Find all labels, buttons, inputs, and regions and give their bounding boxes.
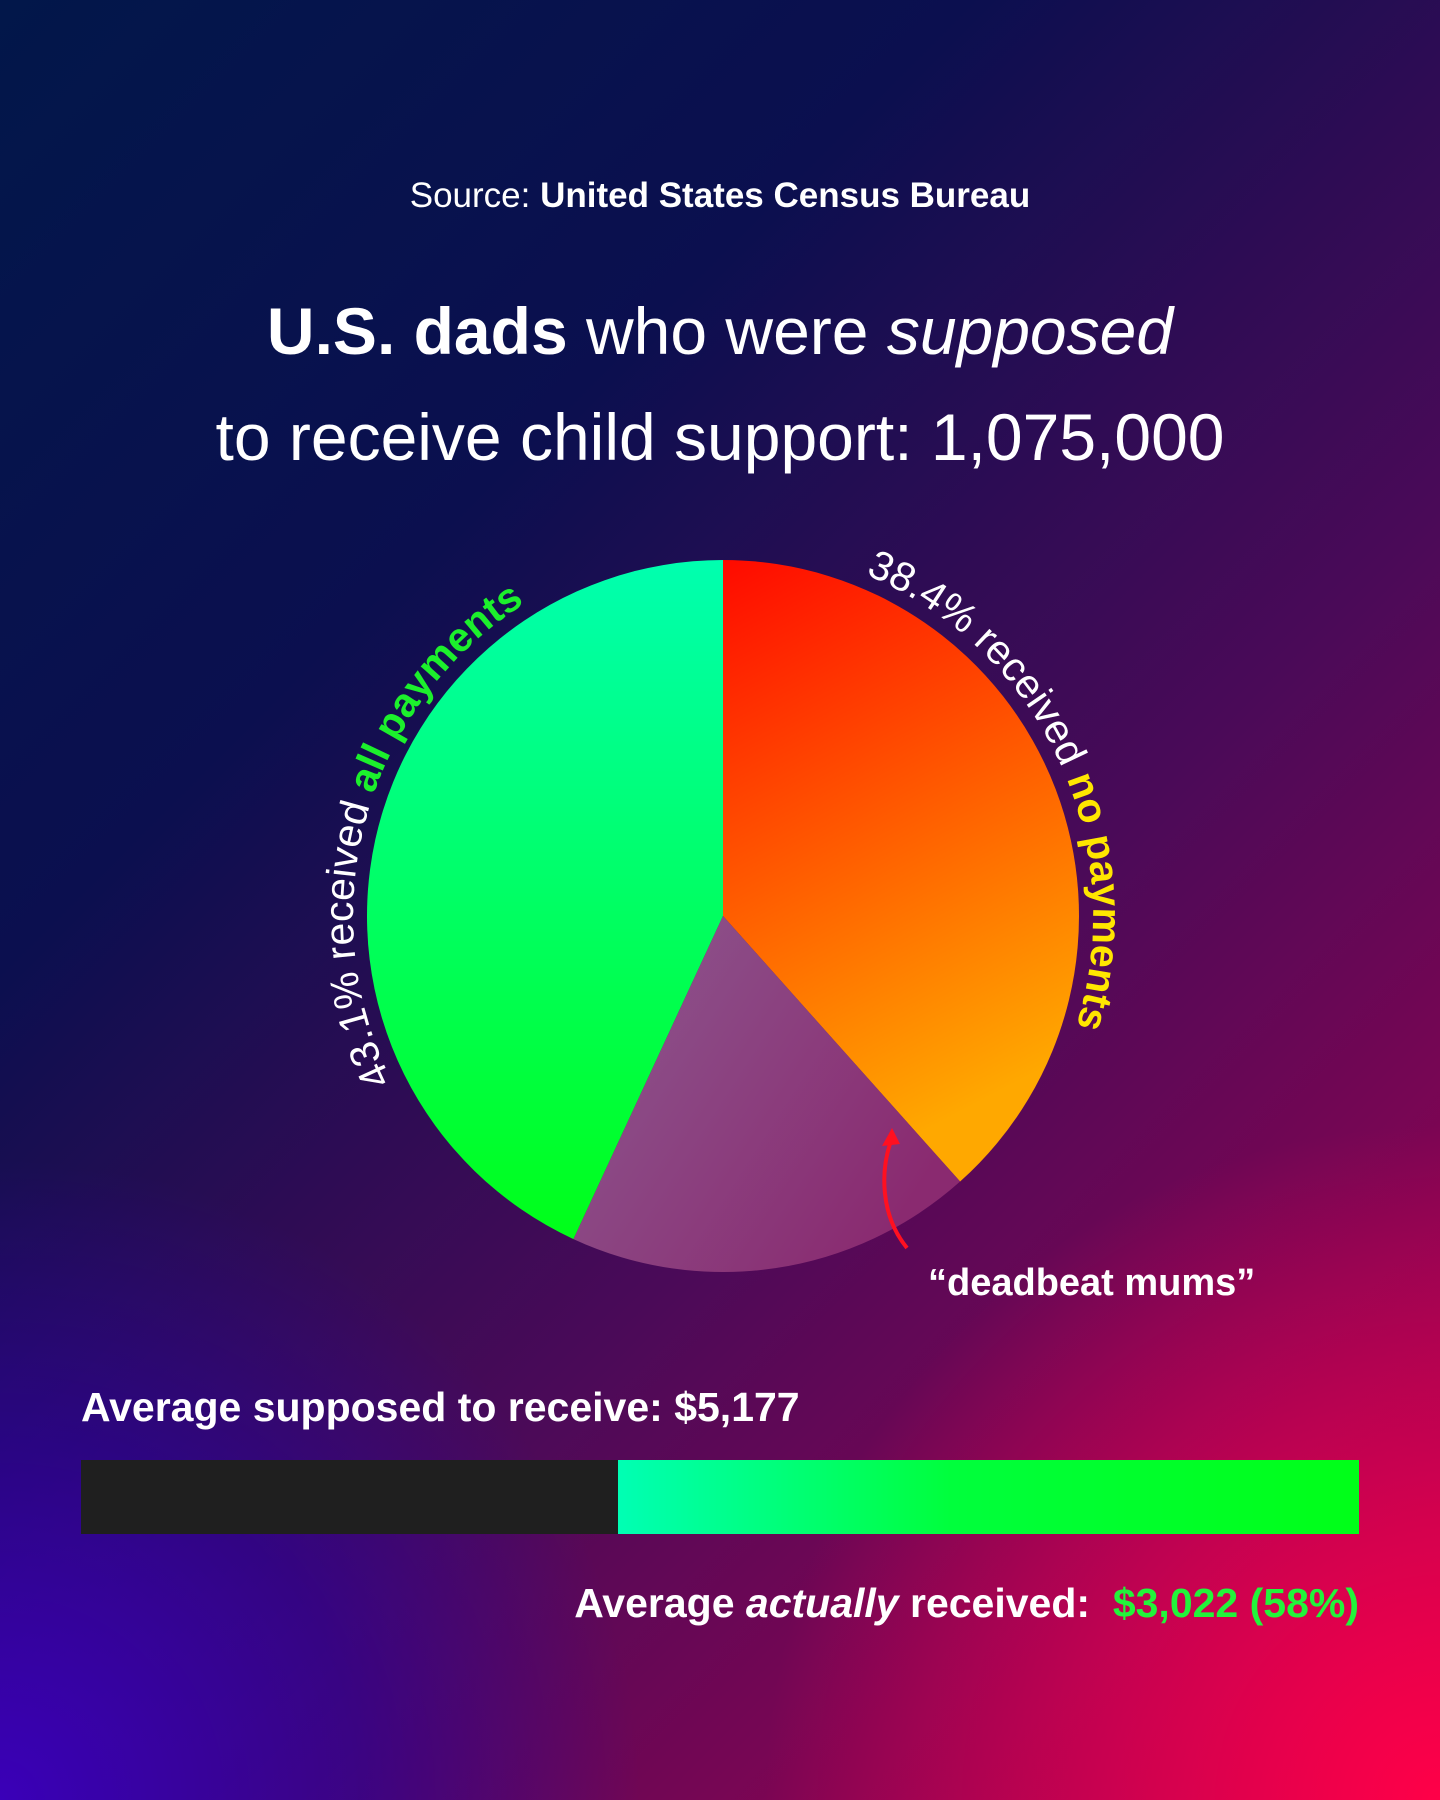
- slice-all-payments: [366, 560, 723, 1240]
- title-italic: supposed: [886, 294, 1174, 368]
- slice-no-payments: [723, 560, 1080, 1182]
- source-line: Source: United States Census Bureau: [0, 176, 1440, 216]
- slice-partial-payments: [573, 916, 961, 1272]
- annotation-arrow: [882, 1137, 909, 1250]
- chart-title: U.S. dads who were supposed to receive c…: [0, 278, 1440, 490]
- actual-suffix: received:: [898, 1580, 1113, 1626]
- source-name: United States Census Bureau: [540, 176, 1031, 215]
- supposed-label: Average supposed to receive: $5,177: [81, 1384, 800, 1430]
- title-bold: U.S. dads: [266, 294, 568, 368]
- actual-value: $3,022 (58%): [1112, 1580, 1359, 1626]
- source-label: Source:: [409, 176, 531, 215]
- title-line2: to receive child support: 1,075,000: [215, 400, 1225, 474]
- annotation-arrowhead: [882, 1128, 900, 1146]
- received-bar-fill: [617, 1460, 1359, 1534]
- actual-label: Average actually received: $3,022 (58%): [574, 1580, 1359, 1627]
- actual-italic: actually: [745, 1580, 899, 1626]
- received-bar: [81, 1460, 1359, 1534]
- deadbeat-annotation: “deadbeat mums”: [928, 1262, 1256, 1304]
- actual-prefix: Average: [574, 1580, 746, 1626]
- title-mid: who were: [567, 294, 887, 368]
